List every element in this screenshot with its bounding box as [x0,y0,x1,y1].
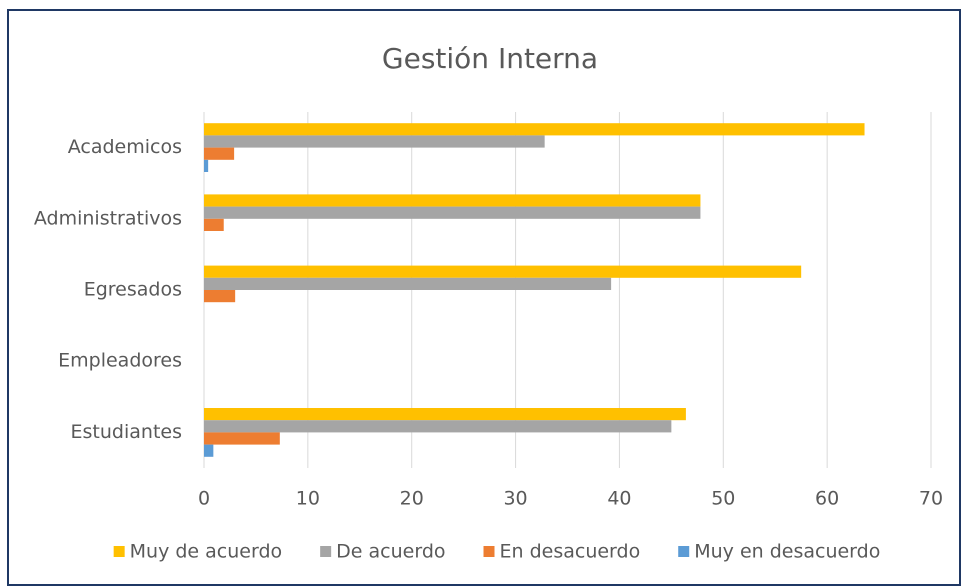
x-tick-label: 50 [711,488,735,510]
bar [204,290,236,303]
x-tick-label: 10 [296,488,320,510]
x-tick-label: 70 [919,488,943,510]
y-tick-label: Administrativos [34,207,182,229]
x-tick-label: 0 [198,488,210,510]
bar [204,159,209,172]
legend-swatch [320,546,332,557]
x-tick-label: 60 [815,488,839,510]
bar [204,194,701,207]
legend-swatch [678,546,690,557]
bar [204,432,280,445]
y-tick-label: Estudiantes [71,421,182,443]
y-tick-label: Academicos [68,136,182,158]
legend-swatch [113,546,125,557]
bar [204,420,672,433]
bar [204,218,224,231]
legend-label: En desacuerdo [500,541,641,563]
bar [204,265,802,278]
bar [204,206,701,219]
bar [204,444,214,457]
legend-label: De acuerdo [336,541,445,563]
bar [204,123,865,136]
bar [204,408,686,421]
bar [204,147,235,160]
bar [204,277,612,290]
bar [204,135,545,148]
chart-title: Gestión Interna [382,42,598,75]
chart-frame [7,9,961,586]
legend-label: Muy de acuerdo [130,541,283,563]
legend-label: Muy en desacuerdo [694,541,880,563]
y-tick-label: Empleadores [58,350,182,372]
x-tick-label: 20 [400,488,424,510]
legend-swatch [483,546,495,557]
x-tick-label: 40 [607,488,631,510]
y-tick-label: Egresados [84,279,182,301]
x-tick-label: 30 [503,488,527,510]
